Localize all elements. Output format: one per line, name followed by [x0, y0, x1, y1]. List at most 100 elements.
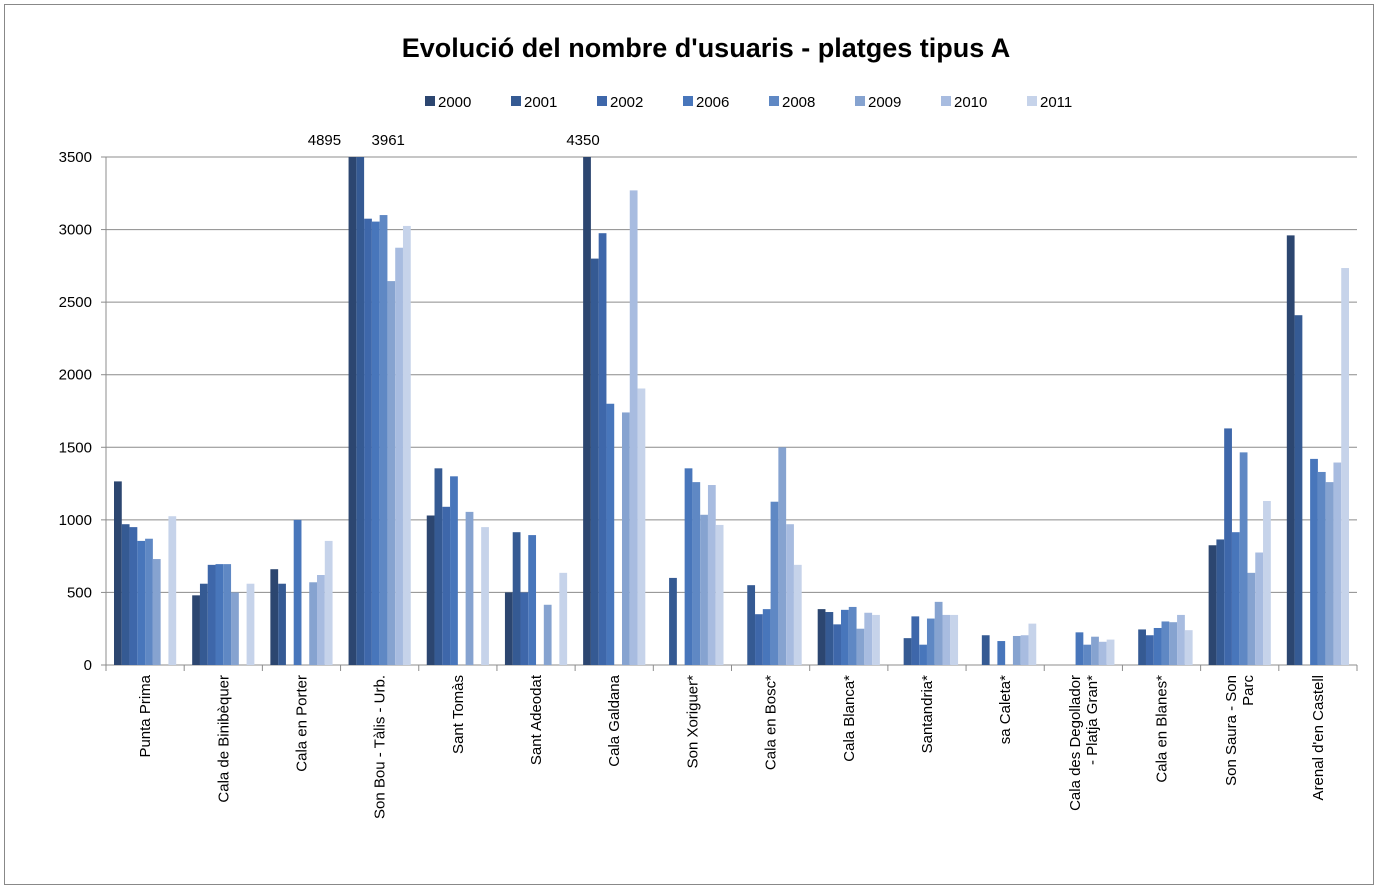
bar: [1184, 630, 1193, 665]
bar: [1341, 268, 1349, 665]
legend-label: 2009: [868, 94, 901, 111]
bar: [692, 482, 701, 665]
bar: [1263, 500, 1271, 665]
bar: [395, 247, 403, 665]
bar: [637, 388, 646, 665]
bar: [379, 215, 388, 665]
bar: [559, 572, 568, 665]
overflow-label: 4895: [308, 132, 341, 149]
bar: [1169, 622, 1178, 665]
bar: [1106, 639, 1115, 665]
x-tick-label: Son Bou - Tàlis - Urb.: [372, 675, 389, 819]
bar: [950, 614, 959, 665]
legend-label: 2000: [438, 94, 471, 111]
y-tick-label: 2500: [59, 294, 92, 311]
bar: [1231, 532, 1240, 665]
bar: [841, 609, 849, 665]
bar: [786, 524, 794, 665]
bar: [1098, 641, 1107, 665]
legend-swatch: [1027, 96, 1037, 106]
y-tick-label: 500: [67, 584, 92, 601]
bar: [1216, 539, 1225, 665]
x-tick-label: Cala de Binibèquer: [215, 675, 232, 803]
bar: [1333, 462, 1342, 665]
bar: [621, 412, 630, 665]
x-tick-label: Cala Galdana: [606, 674, 623, 766]
bar: [981, 635, 990, 665]
bar: [231, 592, 239, 665]
bar: [426, 515, 435, 665]
bar: [1161, 621, 1170, 665]
bar: [778, 447, 787, 665]
bar: [755, 614, 763, 665]
x-tick-label: Sant Adeodat: [528, 674, 545, 765]
x-tick-label: Son Saura - SonParc: [1223, 675, 1257, 786]
x-tick-label: Cala des Degollador- Platja Gran*: [1067, 675, 1101, 811]
bar: [465, 511, 474, 665]
x-tick-label: Cala en Blanes*: [1154, 675, 1171, 783]
bar: [145, 538, 153, 665]
bar: [1325, 482, 1334, 665]
x-tick-label: Cala en Bosc*: [763, 675, 780, 770]
bar: [364, 218, 372, 665]
bar: [872, 614, 880, 665]
bar: [192, 595, 200, 665]
bar: [911, 616, 920, 665]
bar: [629, 190, 638, 665]
bar: [520, 592, 529, 665]
x-tick-label: Sant Tomàs: [450, 675, 467, 754]
bar: [1286, 235, 1295, 665]
y-tick-label: 3500: [59, 149, 92, 166]
bar: [324, 540, 333, 665]
legend-label: 2010: [954, 94, 987, 111]
bar: [1247, 572, 1256, 665]
x-tick-label: Cala Blanca*: [841, 675, 858, 762]
bar: [293, 519, 302, 665]
bar: [543, 604, 552, 665]
bar: [317, 575, 325, 665]
bar: [817, 609, 826, 665]
bar: [481, 527, 489, 665]
bar: [1310, 458, 1318, 665]
legend-label: 2002: [610, 94, 643, 111]
bar: [1153, 627, 1162, 665]
bar: [223, 564, 232, 665]
bar: [348, 157, 357, 665]
bar: [793, 564, 802, 665]
bar: [590, 258, 599, 665]
bar: [129, 527, 138, 665]
bar: [1177, 614, 1185, 665]
bar: [402, 225, 411, 665]
bar: [669, 577, 677, 665]
bar: [1239, 452, 1248, 665]
bar: [371, 221, 380, 665]
bar: [747, 585, 756, 665]
bar: [207, 564, 216, 665]
y-tick-label: 0: [84, 657, 92, 674]
legend-label: 2008: [782, 94, 815, 111]
bar: [1028, 623, 1037, 665]
bar: [1020, 635, 1029, 665]
legend-label: 2001: [524, 94, 557, 111]
bar: [598, 233, 607, 665]
bar: [1012, 635, 1021, 665]
bar: [997, 641, 1006, 665]
legend-swatch: [855, 96, 865, 106]
bar: [1138, 629, 1146, 665]
bars: [114, 157, 1349, 665]
bar: [762, 609, 771, 665]
bar: [864, 612, 873, 665]
y-tick-label: 2000: [59, 367, 92, 384]
y-tick-label: 3000: [59, 222, 92, 239]
bar: [387, 281, 396, 665]
legend-swatch: [425, 96, 435, 106]
bar: [137, 540, 146, 665]
bar: [715, 524, 724, 665]
bar: [199, 583, 208, 665]
bar: [919, 644, 927, 665]
legend-swatch: [941, 96, 951, 106]
bar: [606, 403, 615, 665]
bar: [934, 601, 943, 665]
bar: [903, 638, 912, 665]
bar: [512, 532, 521, 665]
